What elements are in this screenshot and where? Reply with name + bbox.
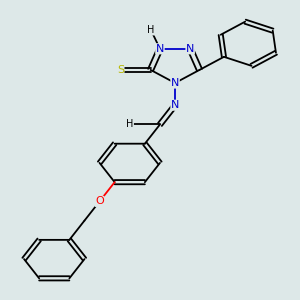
Text: H: H bbox=[126, 119, 134, 130]
Text: S: S bbox=[117, 65, 124, 75]
Text: O: O bbox=[95, 196, 104, 206]
Text: H: H bbox=[147, 25, 155, 35]
Text: N: N bbox=[156, 44, 164, 54]
Text: N: N bbox=[171, 100, 179, 110]
Text: N: N bbox=[186, 44, 194, 54]
Text: N: N bbox=[171, 78, 179, 88]
